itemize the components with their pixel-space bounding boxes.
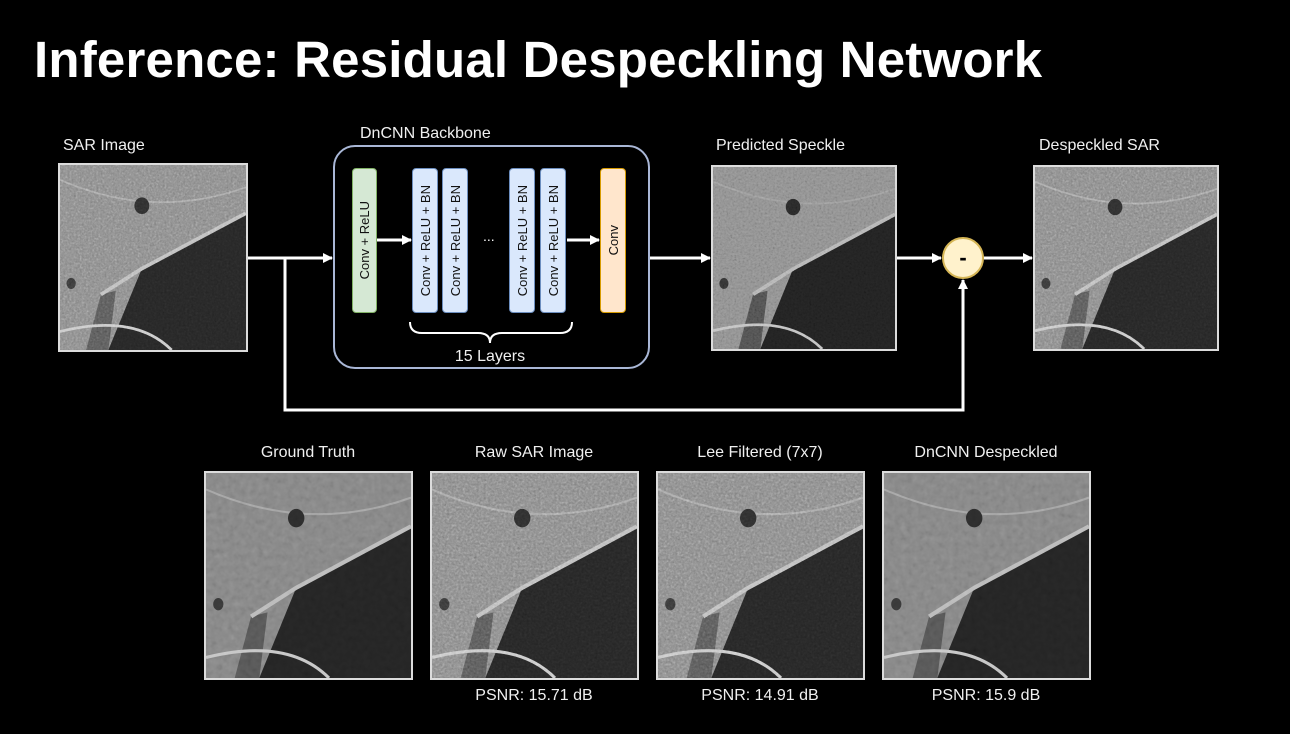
comparison-label-raw-sar: Raw SAR Image xyxy=(474,444,594,461)
raw-sar-image xyxy=(430,471,639,680)
layer-ellipsis: ... xyxy=(483,228,495,244)
predicted-speckle-label: Predicted Speckle xyxy=(716,137,845,154)
layer-brace xyxy=(409,321,573,344)
arrow-skip-connection xyxy=(283,258,968,412)
ground-truth-image xyxy=(204,471,413,680)
comparison-label-ground-truth: Ground Truth xyxy=(260,444,356,461)
despeckled-output-label: Despeckled SAR xyxy=(1039,137,1160,154)
layer-conv-relu-bn-1: Conv + ReLU + BN xyxy=(412,168,438,313)
layer-count-label: 15 Layers xyxy=(454,348,526,365)
layer-conv-relu: Conv + ReLU xyxy=(352,168,377,313)
layer-conv-relu-bn-4: Conv + ReLU + BN xyxy=(540,168,566,313)
subtract-operator: - xyxy=(942,237,984,279)
despeckled-sar-image xyxy=(1033,165,1219,351)
psnr-raw-sar: PSNR: 15.71 dB xyxy=(475,687,593,704)
backbone-label: DnCNN Backbone xyxy=(360,125,491,142)
page-title: Inference: Residual Despeckling Network xyxy=(34,31,1043,88)
input-sar-image xyxy=(58,163,248,352)
psnr-dncnn: PSNR: 15.9 dB xyxy=(931,687,1041,704)
comparison-label-dncnn: DnCNN Despeckled xyxy=(914,444,1058,461)
layer-conv-relu-bn-3: Conv + ReLU + BN xyxy=(509,168,535,313)
comparison-label-lee-filtered: Lee Filtered (7x7) xyxy=(697,444,823,461)
layer-conv-final: Conv xyxy=(600,168,626,313)
predicted-speckle-image xyxy=(711,165,897,351)
lee-filtered-image xyxy=(656,471,865,680)
input-image-label: SAR Image xyxy=(63,137,145,154)
dncnn-despeckled-image xyxy=(882,471,1091,680)
dncnn-backbone-box xyxy=(333,145,650,369)
layer-conv-relu-bn-2: Conv + ReLU + BN xyxy=(442,168,468,313)
psnr-lee-filtered: PSNR: 14.91 dB xyxy=(701,687,819,704)
